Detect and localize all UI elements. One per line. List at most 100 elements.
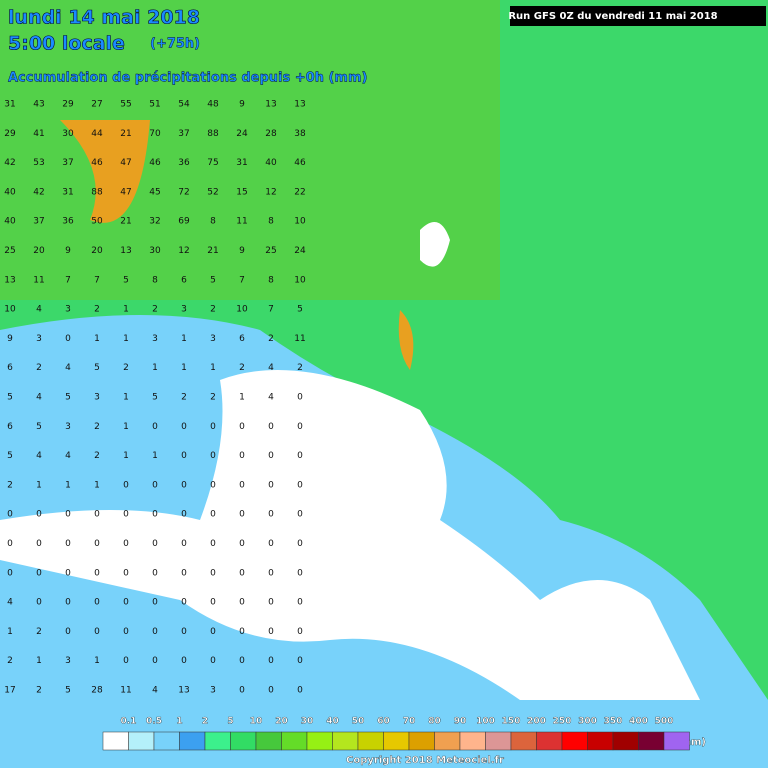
grid-value: 29 — [4, 129, 16, 139]
legend-label: 10 — [250, 717, 263, 727]
grid-value: 0 — [36, 598, 42, 608]
grid-value: 13 — [294, 100, 305, 110]
grid-value: 3 — [65, 305, 71, 315]
grid-value: 12 — [265, 187, 276, 197]
grid-value: 0 — [36, 539, 42, 549]
grid-value: 1 — [123, 451, 129, 461]
unit: (mm) — [676, 737, 706, 748]
grid-value: 0 — [268, 451, 274, 461]
grid-value: 0 — [297, 539, 303, 549]
grid-value: 5 — [94, 363, 100, 373]
grid-value: 0 — [239, 510, 245, 520]
grid-value: 2 — [268, 334, 274, 344]
grid-value: 50 — [91, 217, 103, 227]
grid-value: 20 — [91, 246, 103, 256]
grid-value: 5 — [7, 393, 13, 403]
grid-value: 2 — [152, 305, 158, 315]
grid-value: 6 — [181, 275, 187, 285]
grid-value: 1 — [152, 451, 158, 461]
grid-value: 7 — [239, 275, 245, 285]
legend-swatch — [612, 731, 639, 751]
grid-value: 1 — [123, 334, 129, 344]
grid-value: 1 — [36, 656, 42, 666]
grid-value: 5 — [65, 686, 71, 696]
grid-value: 36 — [178, 158, 190, 168]
legend-label: 50 — [352, 717, 365, 727]
grid-value: 0 — [65, 598, 71, 608]
grid-value: 25 — [265, 246, 276, 256]
grid-value: 0 — [268, 510, 274, 520]
grid-value: 88 — [207, 129, 219, 139]
grid-value: 0 — [297, 393, 303, 403]
legend-label: 20 — [275, 717, 288, 727]
grid-value: 0 — [268, 568, 274, 578]
grid-value: 6 — [239, 334, 245, 344]
grid-value: 5 — [297, 305, 303, 315]
legend-swatch — [536, 731, 563, 751]
grid-value: 0 — [297, 568, 303, 578]
grid-value: 28 — [265, 129, 277, 139]
grid-value: 0 — [152, 656, 158, 666]
legend-label: 60 — [377, 717, 390, 727]
grid-value: 0 — [65, 568, 71, 578]
grid-value: 10 — [294, 275, 306, 285]
grid-value: 0 — [297, 451, 303, 461]
grid-value: 4 — [65, 363, 71, 373]
grid-value: 1 — [123, 422, 129, 432]
grid-value: 32 — [149, 217, 160, 227]
grid-value: 4 — [7, 598, 13, 608]
legend-swatch — [357, 731, 384, 751]
grid-value: 5 — [210, 275, 216, 285]
grid-value: 4 — [268, 363, 274, 373]
date: lundi 14 mai 2018 — [8, 7, 200, 29]
grid-value: 2 — [94, 305, 100, 315]
legend-swatch — [255, 731, 282, 751]
grid-value: 2 — [36, 363, 42, 373]
grid-value: 0 — [123, 568, 129, 578]
grid-value: 5 — [7, 451, 13, 461]
grid-value: 0 — [152, 422, 158, 432]
grid-value: 30 — [62, 129, 74, 139]
grid-value: 47 — [120, 187, 131, 197]
grid-value: 0 — [36, 510, 42, 520]
grid-value: 0 — [297, 598, 303, 608]
grid-value: 21 — [120, 129, 131, 139]
grid-value: 0 — [181, 568, 187, 578]
grid-value: 13 — [4, 275, 15, 285]
legend-swatch — [306, 731, 333, 751]
grid-value: 37 — [62, 158, 73, 168]
grid-value: 0 — [7, 568, 13, 578]
legend-swatch — [408, 731, 435, 751]
subtitle: Accumulation de précipitations depuis +0… — [8, 71, 367, 86]
legend-label: 250 — [553, 717, 572, 727]
legend-label: 400 — [629, 717, 648, 727]
grid-value: 2 — [239, 363, 245, 373]
grid-value: 11 — [120, 686, 131, 696]
legend-swatch — [204, 731, 231, 751]
grid-value: 0 — [210, 568, 216, 578]
grid-value: 1 — [210, 363, 216, 373]
grid-value: 55 — [120, 100, 131, 110]
grid-value: 31 — [236, 158, 247, 168]
legend-swatch — [459, 731, 486, 751]
grid-value: 46 — [91, 158, 103, 168]
grid-value: 0 — [181, 422, 187, 432]
grid-value: 0 — [239, 598, 245, 608]
grid-value: 0 — [268, 686, 274, 696]
grid-value: 3 — [65, 422, 71, 432]
grid-value: 4 — [36, 393, 42, 403]
grid-value: 9 — [7, 334, 13, 344]
grid-value: 0 — [94, 510, 100, 520]
grid-value: 3 — [210, 334, 216, 344]
grid-value: 0 — [181, 480, 187, 490]
grid-value: 4 — [65, 451, 71, 461]
grid-value: 1 — [94, 480, 100, 490]
grid-value: 0 — [239, 480, 245, 490]
grid-value: 15 — [236, 187, 247, 197]
legend-swatch — [510, 731, 537, 751]
grid-value: 24 — [236, 129, 248, 139]
grid-value: 11 — [294, 334, 305, 344]
legend-swatch — [383, 731, 410, 751]
grid-value: 51 — [149, 100, 160, 110]
legend-label: 150 — [502, 717, 521, 727]
